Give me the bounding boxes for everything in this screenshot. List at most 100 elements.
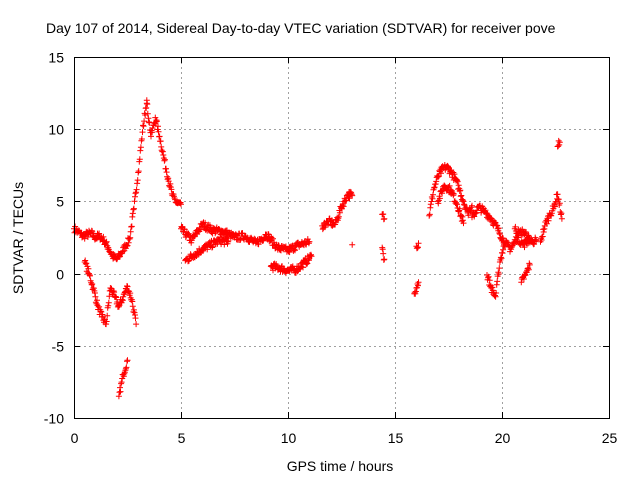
data-point-interp	[459, 217, 466, 224]
data-point-interp	[457, 187, 464, 194]
data-point-interp	[446, 182, 453, 189]
data-point-interp	[106, 293, 113, 300]
data-point-interp	[380, 211, 387, 218]
data-point-interp	[137, 144, 144, 151]
grid	[74, 57, 609, 418]
data-point-interp	[127, 234, 134, 241]
data-point-interp	[96, 230, 103, 237]
data-point	[139, 129, 146, 136]
data-point-interp	[140, 122, 146, 129]
data-point-interp	[132, 315, 139, 322]
data-point-interp	[161, 156, 168, 163]
data-point-interp	[221, 241, 228, 248]
data-point-interp	[138, 136, 145, 142]
data-point	[148, 133, 154, 140]
x-tick-labels: 0 5 10 15 20 25	[71, 430, 618, 446]
data-point	[426, 212, 433, 219]
data-point-interp	[158, 147, 165, 154]
data-point	[308, 253, 315, 260]
x-tick-label: 15	[388, 430, 404, 446]
y-tick-label: 0	[56, 267, 64, 283]
data-point-interp	[85, 265, 92, 272]
data-point-interp	[459, 197, 466, 204]
x-tick-label: 5	[178, 430, 186, 446]
data-point-interp	[498, 255, 505, 262]
data-point-interp	[197, 226, 204, 233]
data-point-interp	[427, 201, 434, 208]
data-point-interp	[87, 272, 93, 279]
data-point-interp	[104, 312, 111, 319]
data-point-interp	[134, 180, 141, 187]
data-point-interp	[539, 233, 546, 240]
data-point-interp	[497, 254, 504, 261]
x-axis-label: GPS time / hours	[287, 458, 394, 474]
data-point	[349, 241, 356, 248]
data-point-interp	[495, 271, 502, 277]
data-point-interp	[496, 265, 503, 272]
data-point-interp	[543, 220, 550, 227]
data-point-interp	[142, 112, 149, 118]
y-tick-label: 10	[48, 122, 64, 138]
x-tick-label: 20	[495, 430, 511, 446]
x-tick-label: 25	[602, 430, 618, 446]
data-point-interp	[111, 289, 118, 296]
data-point-interp	[435, 200, 442, 207]
x-tick-label: 0	[71, 430, 79, 446]
data-point-interp	[135, 168, 142, 175]
data-point-interp	[438, 170, 444, 177]
chart-title: Day 107 of 2014, Sidereal Day-to-day VTE…	[46, 20, 556, 36]
data-point-interp	[112, 293, 119, 300]
data-point-interp	[103, 318, 110, 325]
y-tick-label: -5	[52, 339, 65, 355]
data-point-interp	[499, 250, 506, 257]
data-point-interp	[556, 141, 563, 148]
data-point-interp	[96, 303, 103, 310]
data-point	[447, 168, 454, 175]
data-point-interp	[133, 186, 140, 193]
data-point-interp	[456, 188, 463, 194]
data-point-interp	[137, 147, 144, 154]
data-point-interp	[300, 264, 306, 271]
data-point	[381, 256, 388, 263]
y-tick-label: 5	[56, 194, 64, 210]
data-point-interp	[380, 250, 387, 257]
data-point-interp	[454, 178, 461, 185]
data-point	[133, 321, 140, 328]
data-point-interp	[485, 273, 492, 280]
data-point-interp	[520, 276, 527, 282]
data-point-interp	[124, 242, 131, 249]
data-point-interp	[486, 277, 493, 284]
data-point-interp	[239, 230, 246, 237]
y-tick-label: 15	[48, 50, 64, 66]
data-points	[71, 97, 565, 400]
data-point-interp	[461, 201, 467, 208]
data-point-interp	[270, 235, 276, 242]
data-point-interp	[286, 249, 293, 256]
data-point-interp	[143, 104, 150, 111]
data-point-interp	[540, 229, 547, 235]
data-point-interp	[346, 195, 353, 202]
data-point-interp	[456, 205, 463, 212]
data-point-interp	[496, 230, 503, 236]
data-point-interp	[322, 222, 329, 229]
data-point-interp	[493, 290, 500, 296]
data-point-interp	[555, 143, 562, 150]
data-point-interp	[89, 281, 96, 287]
data-point-interp	[304, 260, 311, 267]
data-point-interp	[155, 123, 161, 130]
data-point-interp	[305, 256, 312, 263]
data-point-interp	[129, 210, 136, 217]
data-point-interp	[129, 303, 136, 310]
data-point-interp	[132, 190, 139, 197]
data-point-interp	[521, 244, 528, 251]
data-point	[533, 237, 540, 244]
data-point-interp	[155, 128, 162, 135]
data-point-interp	[204, 246, 211, 253]
data-point-interp	[153, 118, 160, 125]
data-point	[415, 240, 422, 247]
plot-frame	[74, 57, 610, 419]
data-point-interp	[79, 234, 85, 241]
data-point-interp	[136, 156, 143, 163]
data-point-interp	[426, 211, 433, 218]
